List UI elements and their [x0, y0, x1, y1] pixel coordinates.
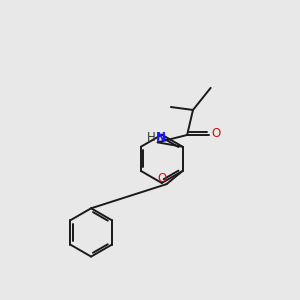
Text: H: H — [147, 131, 156, 144]
Text: O: O — [157, 172, 167, 185]
Text: N: N — [156, 131, 166, 144]
Text: O: O — [211, 127, 220, 140]
